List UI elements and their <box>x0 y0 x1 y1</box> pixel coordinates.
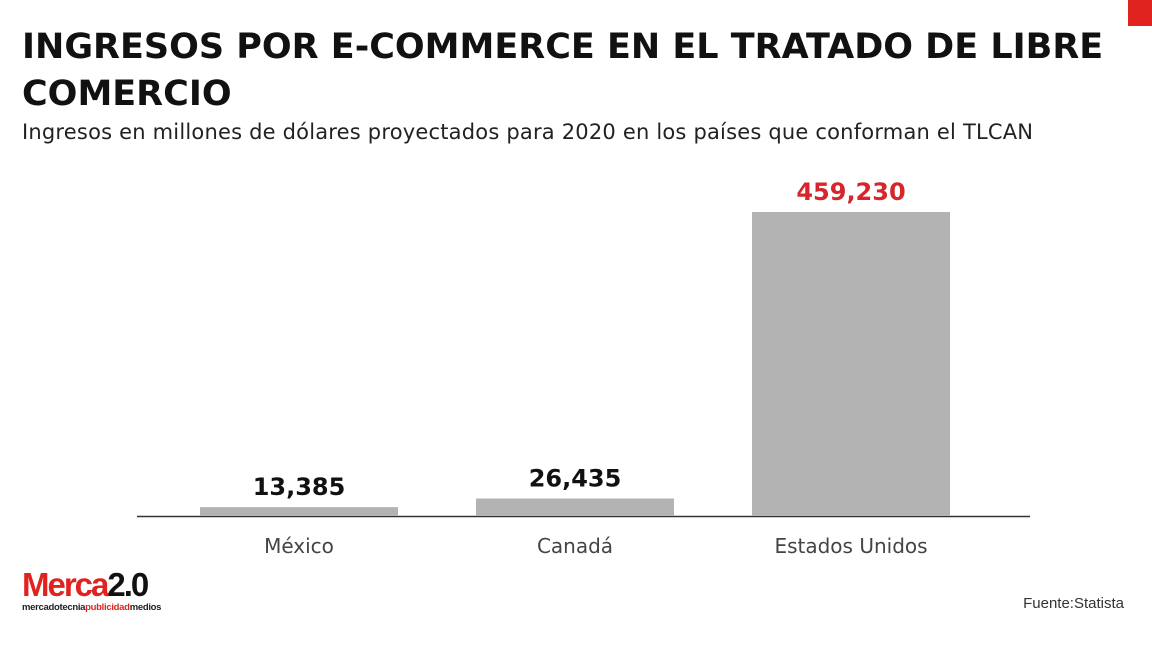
data-label-2: 459,230 <box>796 178 905 206</box>
data-label-0: 13,385 <box>253 473 346 501</box>
source-note: Fuente:Statista <box>1023 595 1124 612</box>
category-label-0: México <box>264 534 334 558</box>
chart-subtitle: Ingresos en millones de dólares proyecta… <box>22 120 1034 144</box>
bar-0 <box>200 507 398 516</box>
merca-logo: Merca2.0 mercadotecniapublicidadmedios <box>22 566 162 614</box>
bar-1 <box>476 498 674 516</box>
category-label-2: Estados Unidos <box>774 534 927 558</box>
data-label-1: 26,435 <box>529 465 622 493</box>
red-corner-accent <box>1128 0 1152 26</box>
category-label-1: Canadá <box>537 534 613 558</box>
bar-2 <box>752 212 950 516</box>
chart-title: INGRESOS POR E-COMMERCE EN EL TRATADO DE… <box>22 27 1104 114</box>
